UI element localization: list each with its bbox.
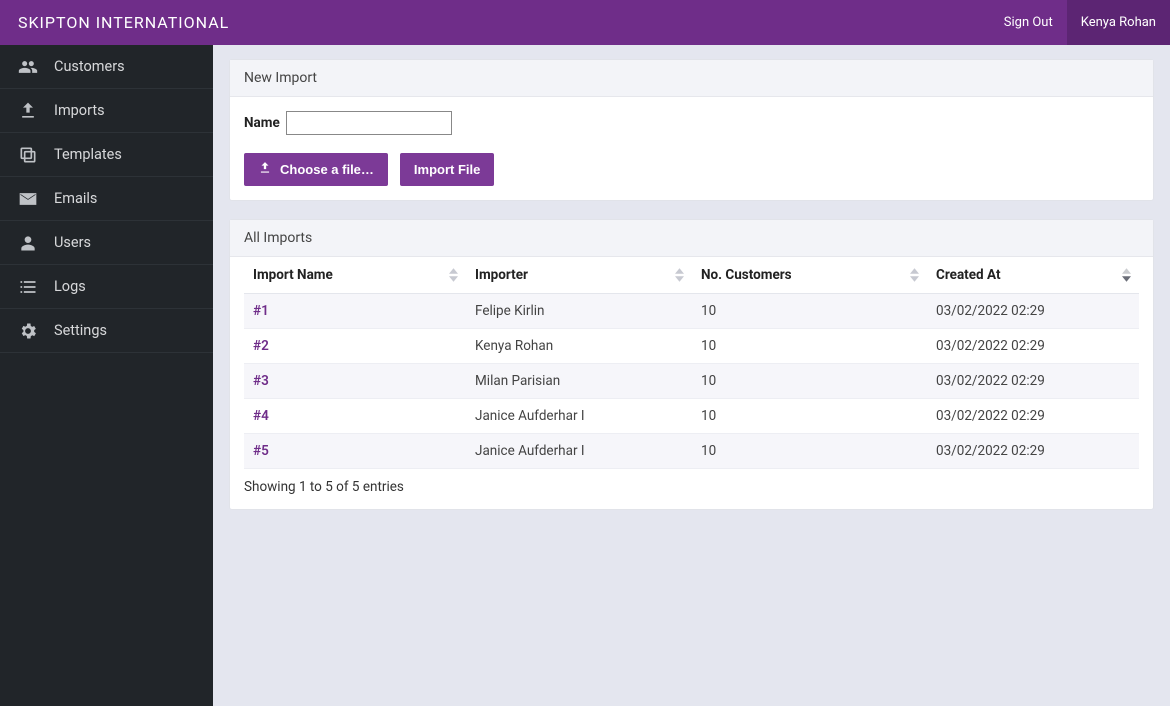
- new-import-panel: New Import Name Choose a file… Import Fi…: [229, 59, 1154, 201]
- main-content: New Import Name Choose a file… Import Fi…: [213, 45, 1170, 706]
- created-cell: 03/02/2022 02:29: [927, 294, 1139, 329]
- copy-icon: [16, 145, 40, 165]
- importer-cell: Kenya Rohan: [466, 329, 692, 364]
- import-actions: Choose a file… Import File: [244, 153, 1139, 186]
- import-link[interactable]: #4: [253, 408, 269, 424]
- customers-cell: 10: [692, 294, 927, 329]
- sort-icon: [675, 268, 684, 283]
- col-importer[interactable]: Importer: [466, 257, 692, 294]
- import-link[interactable]: #2: [253, 338, 269, 354]
- table-row: #4 Janice Aufderhar I 10 03/02/2022 02:2…: [244, 399, 1139, 434]
- list-icon: [16, 277, 40, 297]
- panel-title: New Import: [230, 60, 1153, 97]
- user-icon: [16, 233, 40, 253]
- sort-desc-icon: [1122, 268, 1131, 283]
- import-link[interactable]: #1: [253, 303, 269, 319]
- sort-icon: [449, 268, 458, 283]
- topbar-right: Sign Out Kenya Rohan: [990, 0, 1170, 45]
- upload-icon: [16, 101, 40, 121]
- brand-title: SKIPTON INTERNATIONAL: [0, 13, 229, 32]
- sign-out-link[interactable]: Sign Out: [990, 0, 1067, 45]
- all-imports-panel: All Imports Import Name: [229, 219, 1154, 510]
- table-row: #1 Felipe Kirlin 10 03/02/2022 02:29: [244, 294, 1139, 329]
- users-icon: [16, 57, 40, 77]
- sidebar-item-imports[interactable]: Imports: [0, 89, 213, 133]
- sidebar-item-customers[interactable]: Customers: [0, 45, 213, 89]
- customers-cell: 10: [692, 364, 927, 399]
- customers-cell: 10: [692, 434, 927, 469]
- sidebar: Customers Imports Templates Emails Users: [0, 45, 213, 706]
- sidebar-item-emails[interactable]: Emails: [0, 177, 213, 221]
- sidebar-item-users[interactable]: Users: [0, 221, 213, 265]
- created-cell: 03/02/2022 02:29: [927, 434, 1139, 469]
- envelope-icon: [16, 189, 40, 209]
- table-row: #2 Kenya Rohan 10 03/02/2022 02:29: [244, 329, 1139, 364]
- imports-table: Import Name Importer: [244, 257, 1139, 469]
- customers-cell: 10: [692, 399, 927, 434]
- importer-cell: Felipe Kirlin: [466, 294, 692, 329]
- created-cell: 03/02/2022 02:29: [927, 399, 1139, 434]
- sidebar-item-label: Emails: [54, 190, 97, 207]
- choose-file-button[interactable]: Choose a file…: [244, 153, 388, 186]
- sidebar-item-label: Settings: [54, 322, 107, 339]
- import-link[interactable]: #3: [253, 373, 269, 389]
- import-link[interactable]: #5: [253, 443, 269, 459]
- gear-icon: [16, 321, 40, 341]
- sidebar-item-label: Logs: [54, 278, 86, 295]
- import-file-button[interactable]: Import File: [400, 153, 494, 186]
- col-created-at[interactable]: Created At: [927, 257, 1139, 294]
- choose-file-label: Choose a file…: [280, 162, 374, 177]
- table-row: #3 Milan Parisian 10 03/02/2022 02:29: [244, 364, 1139, 399]
- importer-cell: Janice Aufderhar I: [466, 434, 692, 469]
- panel-title: All Imports: [230, 220, 1153, 257]
- import-file-label: Import File: [414, 162, 480, 177]
- sidebar-item-settings[interactable]: Settings: [0, 309, 213, 353]
- topbar: SKIPTON INTERNATIONAL Sign Out Kenya Roh…: [0, 0, 1170, 45]
- sidebar-item-logs[interactable]: Logs: [0, 265, 213, 309]
- imports-table-body: #1 Felipe Kirlin 10 03/02/2022 02:29 #2 …: [244, 294, 1139, 469]
- col-no-customers[interactable]: No. Customers: [692, 257, 927, 294]
- sort-icon: [910, 268, 919, 283]
- created-cell: 03/02/2022 02:29: [927, 329, 1139, 364]
- current-user-link[interactable]: Kenya Rohan: [1067, 0, 1170, 45]
- name-input[interactable]: [286, 111, 452, 135]
- sidebar-item-label: Templates: [54, 146, 122, 163]
- table-info: Showing 1 to 5 of 5 entries: [230, 469, 1153, 509]
- name-field-row: Name: [244, 111, 1139, 135]
- sidebar-item-templates[interactable]: Templates: [0, 133, 213, 177]
- table-row: #5 Janice Aufderhar I 10 03/02/2022 02:2…: [244, 434, 1139, 469]
- sidebar-item-label: Customers: [54, 58, 125, 75]
- importer-cell: Milan Parisian: [466, 364, 692, 399]
- sidebar-item-label: Users: [54, 234, 91, 251]
- name-label: Name: [244, 115, 280, 131]
- col-import-name[interactable]: Import Name: [244, 257, 466, 294]
- created-cell: 03/02/2022 02:29: [927, 364, 1139, 399]
- upload-icon: [258, 161, 272, 178]
- customers-cell: 10: [692, 329, 927, 364]
- importer-cell: Janice Aufderhar I: [466, 399, 692, 434]
- sidebar-item-label: Imports: [54, 102, 105, 119]
